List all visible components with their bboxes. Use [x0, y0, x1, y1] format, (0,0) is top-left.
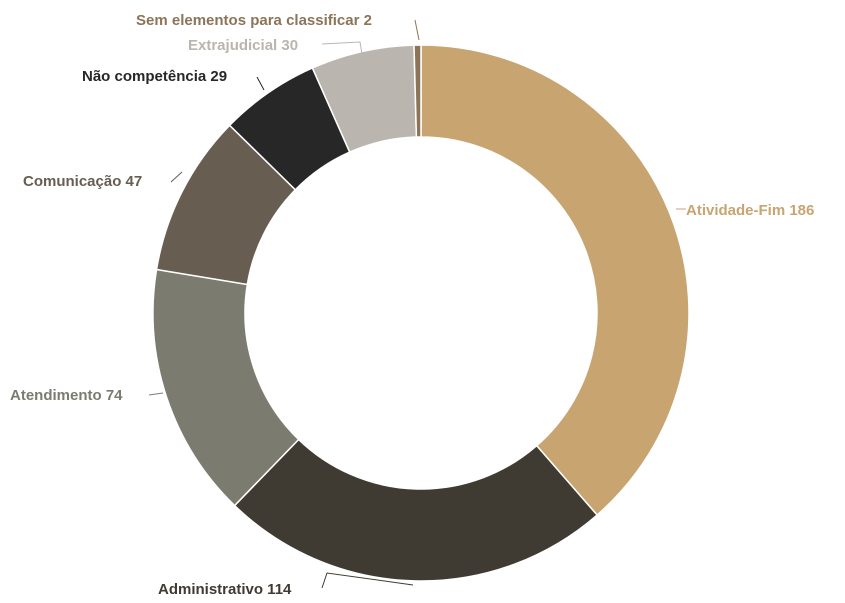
leader-line	[170, 171, 183, 183]
slice-administrativo[interactable]	[233, 438, 599, 582]
leader-line	[321, 41, 363, 55]
slice-label: Comunicação 47	[23, 173, 142, 190]
slice-label: Extrajudicial 30	[188, 37, 298, 54]
slice-label: Atendimento 74	[10, 387, 123, 404]
leader-line	[148, 392, 164, 396]
slice-sem-elementos-para-classificar[interactable]	[413, 44, 422, 138]
slice-label: Administrativo 114	[158, 581, 292, 598]
slice-atividade-fim[interactable]	[420, 44, 690, 517]
leader-line	[321, 572, 414, 589]
slices-layer	[152, 44, 690, 582]
leader-line	[414, 19, 420, 41]
slice-label: Sem elementos para classificar 2	[136, 12, 372, 29]
leader-line	[256, 76, 265, 91]
labels-layer: Atividade-Fim 186 Administrativo 114 Atend…	[10, 12, 814, 598]
leader-lines-layer	[148, 19, 686, 589]
slice-label: Atividade-Fim 186	[686, 202, 814, 219]
slice-label: Não competência 29	[82, 68, 227, 85]
